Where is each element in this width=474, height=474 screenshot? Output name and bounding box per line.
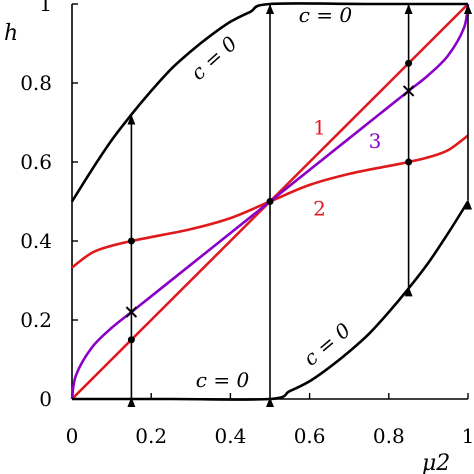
y-tick-label: 0.2	[20, 308, 52, 332]
data-point-dot	[127, 336, 135, 344]
y-tick-label: 1	[39, 0, 52, 16]
x-tick-label: 0.2	[135, 424, 167, 448]
series-lower-boundary-line	[71, 200, 470, 401]
data-point-cross	[402, 85, 415, 97]
series-upper-boundary-line	[70, 2, 468, 203]
curve-label-3: 3	[369, 129, 382, 153]
annotation-c-equals-0: c = 0	[186, 31, 242, 85]
data-point-dot	[127, 237, 135, 245]
x-tick-label: 0.4	[214, 424, 246, 448]
curve-label-2: 2	[313, 196, 326, 220]
data-point-dot	[266, 198, 274, 205]
x-tick-label: 0.6	[294, 424, 326, 448]
data-point-dot	[405, 158, 413, 166]
y-tick-label: 0.4	[20, 229, 52, 253]
data-point-cross	[125, 306, 138, 318]
y-tick-label: 0.8	[20, 71, 52, 95]
curve-label-1: 1	[313, 115, 326, 139]
x-tick-label: 1	[462, 424, 474, 448]
annotation-c-equals-0: c = 0	[299, 3, 353, 27]
x-tick-label: 0.8	[373, 424, 405, 448]
annotation-c-equals-0: c = 0	[299, 318, 356, 371]
plot-area: 0 0.2 0.4 0.6 0.8 1 0 0.2 0.4 0.6 0.8 1 c = 0 c = 0 c …	[20, 0, 474, 448]
x-axis-label: μ2	[422, 451, 450, 474]
y-axis-label: h	[4, 21, 18, 46]
annotation-c-equals-0: c = 0	[196, 368, 250, 392]
x-tick-label: 0	[66, 424, 79, 448]
y-tick-label: 0	[39, 387, 52, 411]
data-point-dot	[405, 59, 413, 67]
y-tick-label: 0.6	[20, 150, 52, 174]
